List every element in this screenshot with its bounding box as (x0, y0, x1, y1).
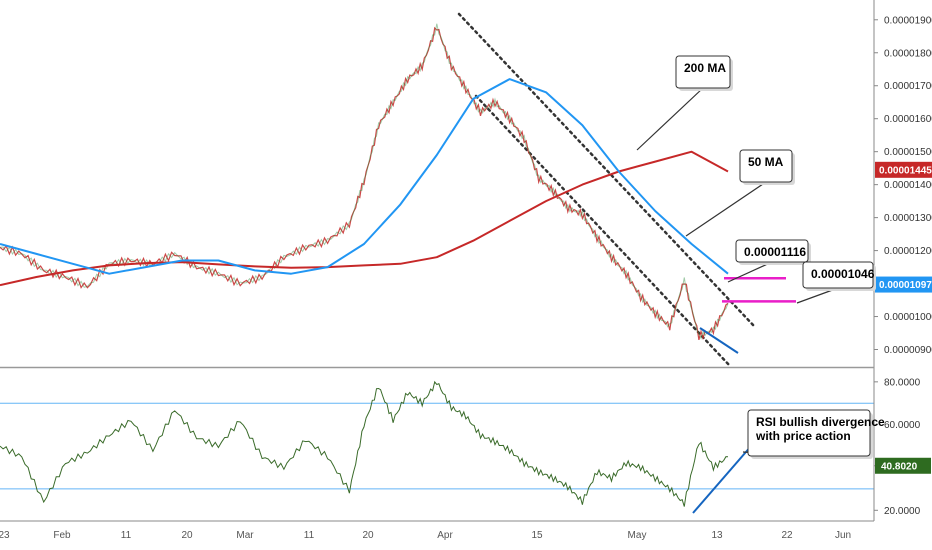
price-tick-label: 0.00001700 (884, 81, 932, 92)
callout: 200 MA (636, 55, 733, 151)
price-tick-label: 0.00001600 (884, 114, 932, 125)
rsi-panel (0, 380, 874, 514)
price-badge-label: 0.00001097 (879, 280, 932, 291)
date-tick-label: 20 (362, 530, 374, 541)
rsi-trend-line (692, 444, 753, 514)
rsi-tick-label: 20.0000 (884, 506, 921, 517)
rsi-value-label: 40.8020 (881, 461, 918, 472)
date-tick-label: May (628, 530, 647, 541)
callout-label: 50 MA (748, 155, 784, 169)
channel-upper-line (457, 12, 756, 328)
price-trend-line (699, 327, 739, 354)
annotations: 200 MA 50 MA 0.00001116 0.00001046 RSI bulli… (636, 55, 885, 459)
date-tick-label: Feb (53, 530, 71, 541)
callout-label: 200 MA (684, 61, 726, 75)
channel-lower-line (474, 94, 732, 368)
callout-label: RSI bullish divergence (756, 415, 885, 429)
callout: 50 MA (685, 149, 795, 237)
price-badge (875, 161, 932, 178)
callout-box (739, 149, 793, 183)
ma200-line (0, 150, 729, 287)
price-tick-label: 0.00001900 (884, 15, 932, 26)
price-badge (875, 276, 932, 293)
callout-box (735, 239, 809, 263)
price-series-shadow (0, 23, 729, 340)
rsi-series-line (0, 380, 729, 507)
price-tick-label: 0.00001400 (884, 180, 932, 191)
rsi-value-badge (875, 457, 931, 474)
price-tick-label: 0.00001800 (884, 48, 932, 59)
date-tick-label: 15 (531, 530, 543, 541)
price-tick-label: 0.00001500 (884, 147, 932, 158)
ma50-line (0, 78, 729, 275)
rsi-tick-label: 80.0000 (884, 377, 921, 388)
callout-label: 0.00001046 (811, 267, 875, 281)
callout-pointer (685, 181, 767, 237)
date-tick-label: Mar (236, 530, 254, 541)
callout-box (675, 55, 731, 89)
rsi-tick-label: 60.0000 (884, 420, 921, 431)
date-tick-label: 13 (711, 530, 723, 541)
price-tick-label: 0.00001200 (884, 246, 932, 257)
price-tick-label: 0.00001000 (884, 312, 932, 323)
date-tick-label: 22 (781, 530, 793, 541)
price-badge-label: 0.00001445 (879, 165, 932, 176)
callout-label: 0.00001116 (744, 245, 806, 259)
price-panel (0, 12, 796, 368)
date-tick-label: Jun (835, 530, 851, 541)
callout-box (747, 409, 871, 457)
callout: 0.00001046 (796, 261, 876, 304)
callout-label: with price action (755, 429, 851, 443)
callout-box (802, 261, 874, 289)
date-tick-label: 23 (0, 530, 10, 541)
date-tick-label: 11 (304, 530, 315, 541)
date-tick-label: 11 (121, 530, 132, 541)
price-tick-label: 0.00001300 (884, 213, 932, 224)
date-tick-label: 20 (181, 530, 193, 541)
date-tick-label: Apr (437, 530, 453, 541)
callout: 0.00001116 (727, 239, 811, 283)
price-tick-label: 0.00000900 (884, 345, 932, 356)
callout-pointer (727, 261, 773, 283)
callout-pointer (636, 87, 704, 151)
